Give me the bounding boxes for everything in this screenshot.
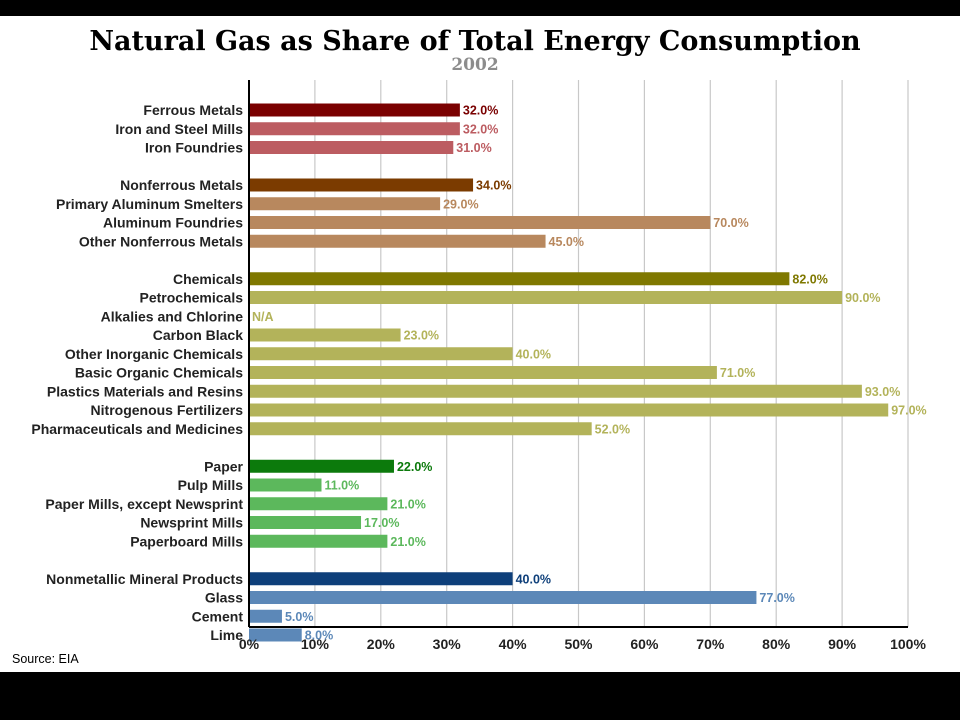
x-tick-label: 70%	[696, 636, 725, 652]
x-tick-label: 90%	[828, 636, 857, 652]
bar	[249, 272, 790, 286]
value-label: 52.0%	[595, 422, 630, 436]
x-tick-label: 0%	[239, 636, 260, 652]
x-tick-label: 40%	[499, 636, 528, 652]
x-tick-label: 50%	[564, 636, 593, 652]
x-tick-label: 100%	[890, 636, 926, 652]
bar	[249, 234, 546, 248]
value-label: 32.0%	[463, 122, 498, 136]
bar	[249, 178, 474, 192]
axes-group: 0% 10% 20% 30% 40% 50% 60% 70% 80% 90% 100%	[239, 80, 926, 652]
chart-title: Natural Gas as Share of Total Energy Con…	[89, 26, 861, 57]
bar	[249, 347, 513, 361]
bar	[249, 216, 711, 229]
bar	[249, 384, 862, 398]
bar	[249, 103, 460, 117]
value-label: 40.0%	[516, 347, 551, 361]
bar	[249, 366, 717, 379]
chart-subtitle: 2002	[451, 55, 498, 75]
category-label: Plastics Materials and Resins	[47, 383, 243, 399]
value-label: 32.0%	[463, 104, 498, 118]
value-label: 40.0%	[516, 572, 551, 586]
category-label: Paper Mills, except Newsprint	[45, 496, 243, 512]
category-label: Iron Foundries	[145, 140, 243, 156]
category-label: Lime	[210, 627, 243, 643]
bar	[249, 497, 388, 511]
bar	[249, 291, 843, 304]
bar	[249, 122, 460, 136]
category-label: Ferrous Metals	[143, 102, 243, 118]
bar	[249, 478, 322, 492]
bar	[249, 516, 362, 529]
category-label: Iron and Steel Mills	[115, 121, 243, 137]
bar	[249, 534, 388, 548]
value-label: 97.0%	[891, 404, 926, 418]
category-label: Pulp Mills	[178, 477, 244, 493]
value-label: 21.0%	[390, 535, 425, 549]
value-label: 45.0%	[549, 235, 584, 249]
gridlines	[314, 80, 909, 627]
category-label: Chemicals	[173, 271, 243, 287]
category-label: Paperboard Mills	[130, 533, 243, 549]
value-label: N/A	[252, 310, 274, 324]
category-label: Pharmaceuticals and Medicines	[31, 421, 243, 437]
value-label: 8.0%	[305, 629, 334, 643]
bar	[249, 403, 889, 417]
bar	[249, 422, 592, 436]
category-label: Nitrogenous Fertilizers	[91, 402, 244, 418]
x-tick-label: 20%	[367, 636, 396, 652]
source-note: Source: EIA	[12, 652, 79, 666]
category-label: Paper	[204, 458, 243, 474]
x-tick-label: 10%	[301, 636, 330, 652]
category-label: Nonferrous Metals	[120, 177, 243, 193]
bars-group: Ferrous Metals 32.0% Iron and Steel Mills 3…	[31, 102, 926, 643]
bar	[249, 197, 441, 211]
value-label: 23.0%	[404, 329, 439, 343]
value-label: 22.0%	[397, 460, 432, 474]
category-label: Primary Aluminum Smelters	[56, 196, 243, 212]
chart-frame: Natural Gas as Share of Total Energy Con…	[0, 16, 960, 672]
category-label: Alkalies and Chlorine	[101, 308, 244, 324]
bar	[249, 459, 394, 473]
bar	[249, 609, 282, 623]
bar	[249, 328, 401, 342]
value-label: 71.0%	[720, 366, 755, 380]
category-label: Nonmetallic Mineral Products	[46, 571, 243, 587]
value-label: 31.0%	[456, 141, 491, 155]
category-label: Carbon Black	[153, 327, 243, 343]
value-label: 34.0%	[476, 179, 511, 193]
value-label: 82.0%	[792, 272, 827, 286]
value-label: 17.0%	[364, 516, 399, 530]
bar-chart: Natural Gas as Share of Total Energy Con…	[12, 26, 927, 666]
bar	[249, 572, 513, 586]
category-label: Glass	[205, 590, 243, 606]
value-label: 77.0%	[759, 591, 794, 605]
bar	[249, 141, 454, 154]
category-label: Newsprint Mills	[140, 515, 243, 531]
bar	[249, 628, 302, 642]
value-label: 90.0%	[845, 291, 880, 305]
bar	[249, 591, 757, 604]
category-label: Other Nonferrous Metals	[79, 233, 243, 249]
category-label: Aluminum Foundries	[103, 215, 243, 231]
x-tick-label: 30%	[433, 636, 462, 652]
value-label: 93.0%	[865, 385, 900, 399]
category-label: Other Inorganic Chemicals	[65, 346, 243, 362]
category-label: Basic Organic Chemicals	[75, 365, 243, 381]
category-label: Petrochemicals	[140, 290, 244, 306]
category-label: Cement	[192, 608, 244, 624]
x-tick-label: 80%	[762, 636, 791, 652]
value-label: 29.0%	[443, 197, 478, 211]
value-label: 70.0%	[713, 216, 748, 230]
x-tick-label: 60%	[630, 636, 659, 652]
value-label: 21.0%	[390, 497, 425, 511]
value-label: 11.0%	[324, 479, 359, 493]
value-label: 5.0%	[285, 610, 314, 624]
